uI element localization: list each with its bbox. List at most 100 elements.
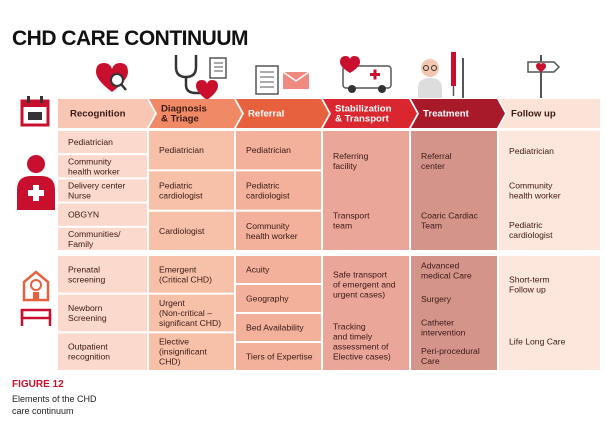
cell-text: Community health worker <box>509 181 561 201</box>
text-line: Geography <box>246 294 289 304</box>
text-line: Catheter <box>421 317 454 327</box>
cell <box>58 179 147 202</box>
text-line: and timely <box>333 332 373 342</box>
title: CHD CARE CONTINUUM <box>12 27 248 50</box>
text-line: Short-term <box>509 275 550 285</box>
text-line: Community <box>509 181 553 191</box>
text-line: Cardiologist <box>159 226 205 236</box>
cell-text: Community health worker <box>246 221 298 241</box>
text-line: medical Care <box>421 270 472 280</box>
text-line: Pediatric <box>246 181 280 191</box>
cell-block <box>499 131 600 250</box>
text-line: (Non-critical – <box>159 308 212 318</box>
cell-block <box>323 256 409 370</box>
continuum-grid: Recognition Diagnosis & Triage Referral Stab… <box>58 99 600 370</box>
cell <box>149 131 234 170</box>
text-line: Nurse <box>68 191 91 201</box>
cell-text: Elective (insignificant CHD) <box>159 337 207 367</box>
cell <box>236 285 321 312</box>
stage-header <box>323 99 417 128</box>
text-line: Peri-procedural <box>421 346 480 356</box>
text-line: Pediatrician <box>509 146 554 156</box>
cell-text: Bed Availability <box>246 323 304 333</box>
text-line: Diagnosis <box>161 104 207 115</box>
stage-icons <box>96 52 561 100</box>
cell <box>58 333 147 370</box>
text-line: Recognition <box>70 109 126 120</box>
text-line: (Critical CHD) <box>159 274 212 284</box>
text-line: health worker <box>68 166 120 176</box>
cell-text: Catheter intervention <box>421 317 466 337</box>
cell-text: Short-term Follow up <box>509 275 550 295</box>
cell-text: Pediatrician <box>509 146 554 156</box>
stage-header <box>58 99 155 128</box>
cell-text: OBGYN <box>68 210 99 220</box>
cell <box>236 211 321 250</box>
text-line: OBGYN <box>68 210 99 220</box>
text-line: Transport <box>333 210 370 220</box>
cell-text: Pediatric cardiologist <box>246 181 290 201</box>
cell <box>236 314 321 341</box>
text-line: Follow up <box>509 285 546 295</box>
text-line: cardiologist <box>246 191 290 201</box>
cell-text: Peri-procedural Care <box>421 346 480 366</box>
cell-block <box>411 256 497 370</box>
text-line: Treatment <box>423 109 470 120</box>
text-line: Team <box>421 220 442 230</box>
cell-text: Acuity <box>246 265 270 275</box>
cell-block <box>411 131 497 250</box>
cell-text: Life Long Care <box>509 337 566 347</box>
cell <box>236 131 321 170</box>
cell-text: Prenatal screening <box>68 264 105 284</box>
text-line: Follow up <box>511 109 556 120</box>
text-line: Elective cases) <box>333 352 391 362</box>
text-line: Coaric Cardiac <box>421 210 479 220</box>
text-line: Referring <box>333 151 369 161</box>
stage-header <box>499 99 600 128</box>
text-line: Communities/ <box>68 229 121 239</box>
text-line: Family <box>68 239 94 249</box>
cell-text: Safe transport of emergent and urgent case… <box>333 270 396 300</box>
cell-text: Follow up <box>511 109 556 120</box>
text-line: Community <box>68 156 112 166</box>
text-line: Tiers of Expertise <box>246 352 313 362</box>
figure-caption: care continuum <box>12 406 74 416</box>
text-line: Pediatrician <box>68 137 113 147</box>
cell-text: Emergent (Critical CHD) <box>159 264 212 284</box>
text-line: facility <box>333 161 358 171</box>
text-line: urgent cases) <box>333 290 385 300</box>
text-line: Newborn <box>68 303 103 313</box>
text-line: of emergent and <box>333 280 396 290</box>
text-line: team <box>333 220 352 230</box>
text-line: Outpatient <box>68 342 108 352</box>
cell <box>149 333 234 370</box>
text-line: Pediatric <box>159 181 193 191</box>
text-line: CHD) <box>159 357 181 367</box>
text-line: Advanced <box>421 260 459 270</box>
cell-text: Urgent (Non-critical – significant CHD) <box>159 298 221 328</box>
text-line: (insignificant <box>159 347 207 357</box>
hospital-icon <box>20 270 52 326</box>
cell-text: Stabilization & Transport <box>335 104 392 125</box>
text-line: Pediatrician <box>246 145 291 155</box>
text-line: Bed Availability <box>246 323 304 333</box>
text-line: Care <box>421 356 440 366</box>
cell <box>58 256 147 293</box>
cell <box>149 256 234 293</box>
text-line: health worker <box>246 231 298 241</box>
cell-block <box>499 256 600 370</box>
text-line: recognition <box>68 352 110 362</box>
text-line: Community <box>246 221 290 231</box>
cell-text: Geography <box>246 294 289 304</box>
text-line: screening <box>68 274 105 284</box>
cell-text: Referring facility <box>333 151 369 171</box>
cell <box>58 227 147 250</box>
text-line: Screening <box>68 313 107 323</box>
figure-label: FIGURE 12 <box>12 379 64 390</box>
text-line: & Transport <box>335 114 390 125</box>
calendar-icon <box>20 96 50 127</box>
cell-text: Referral <box>248 109 284 120</box>
text-line: Life Long Care <box>509 337 566 347</box>
